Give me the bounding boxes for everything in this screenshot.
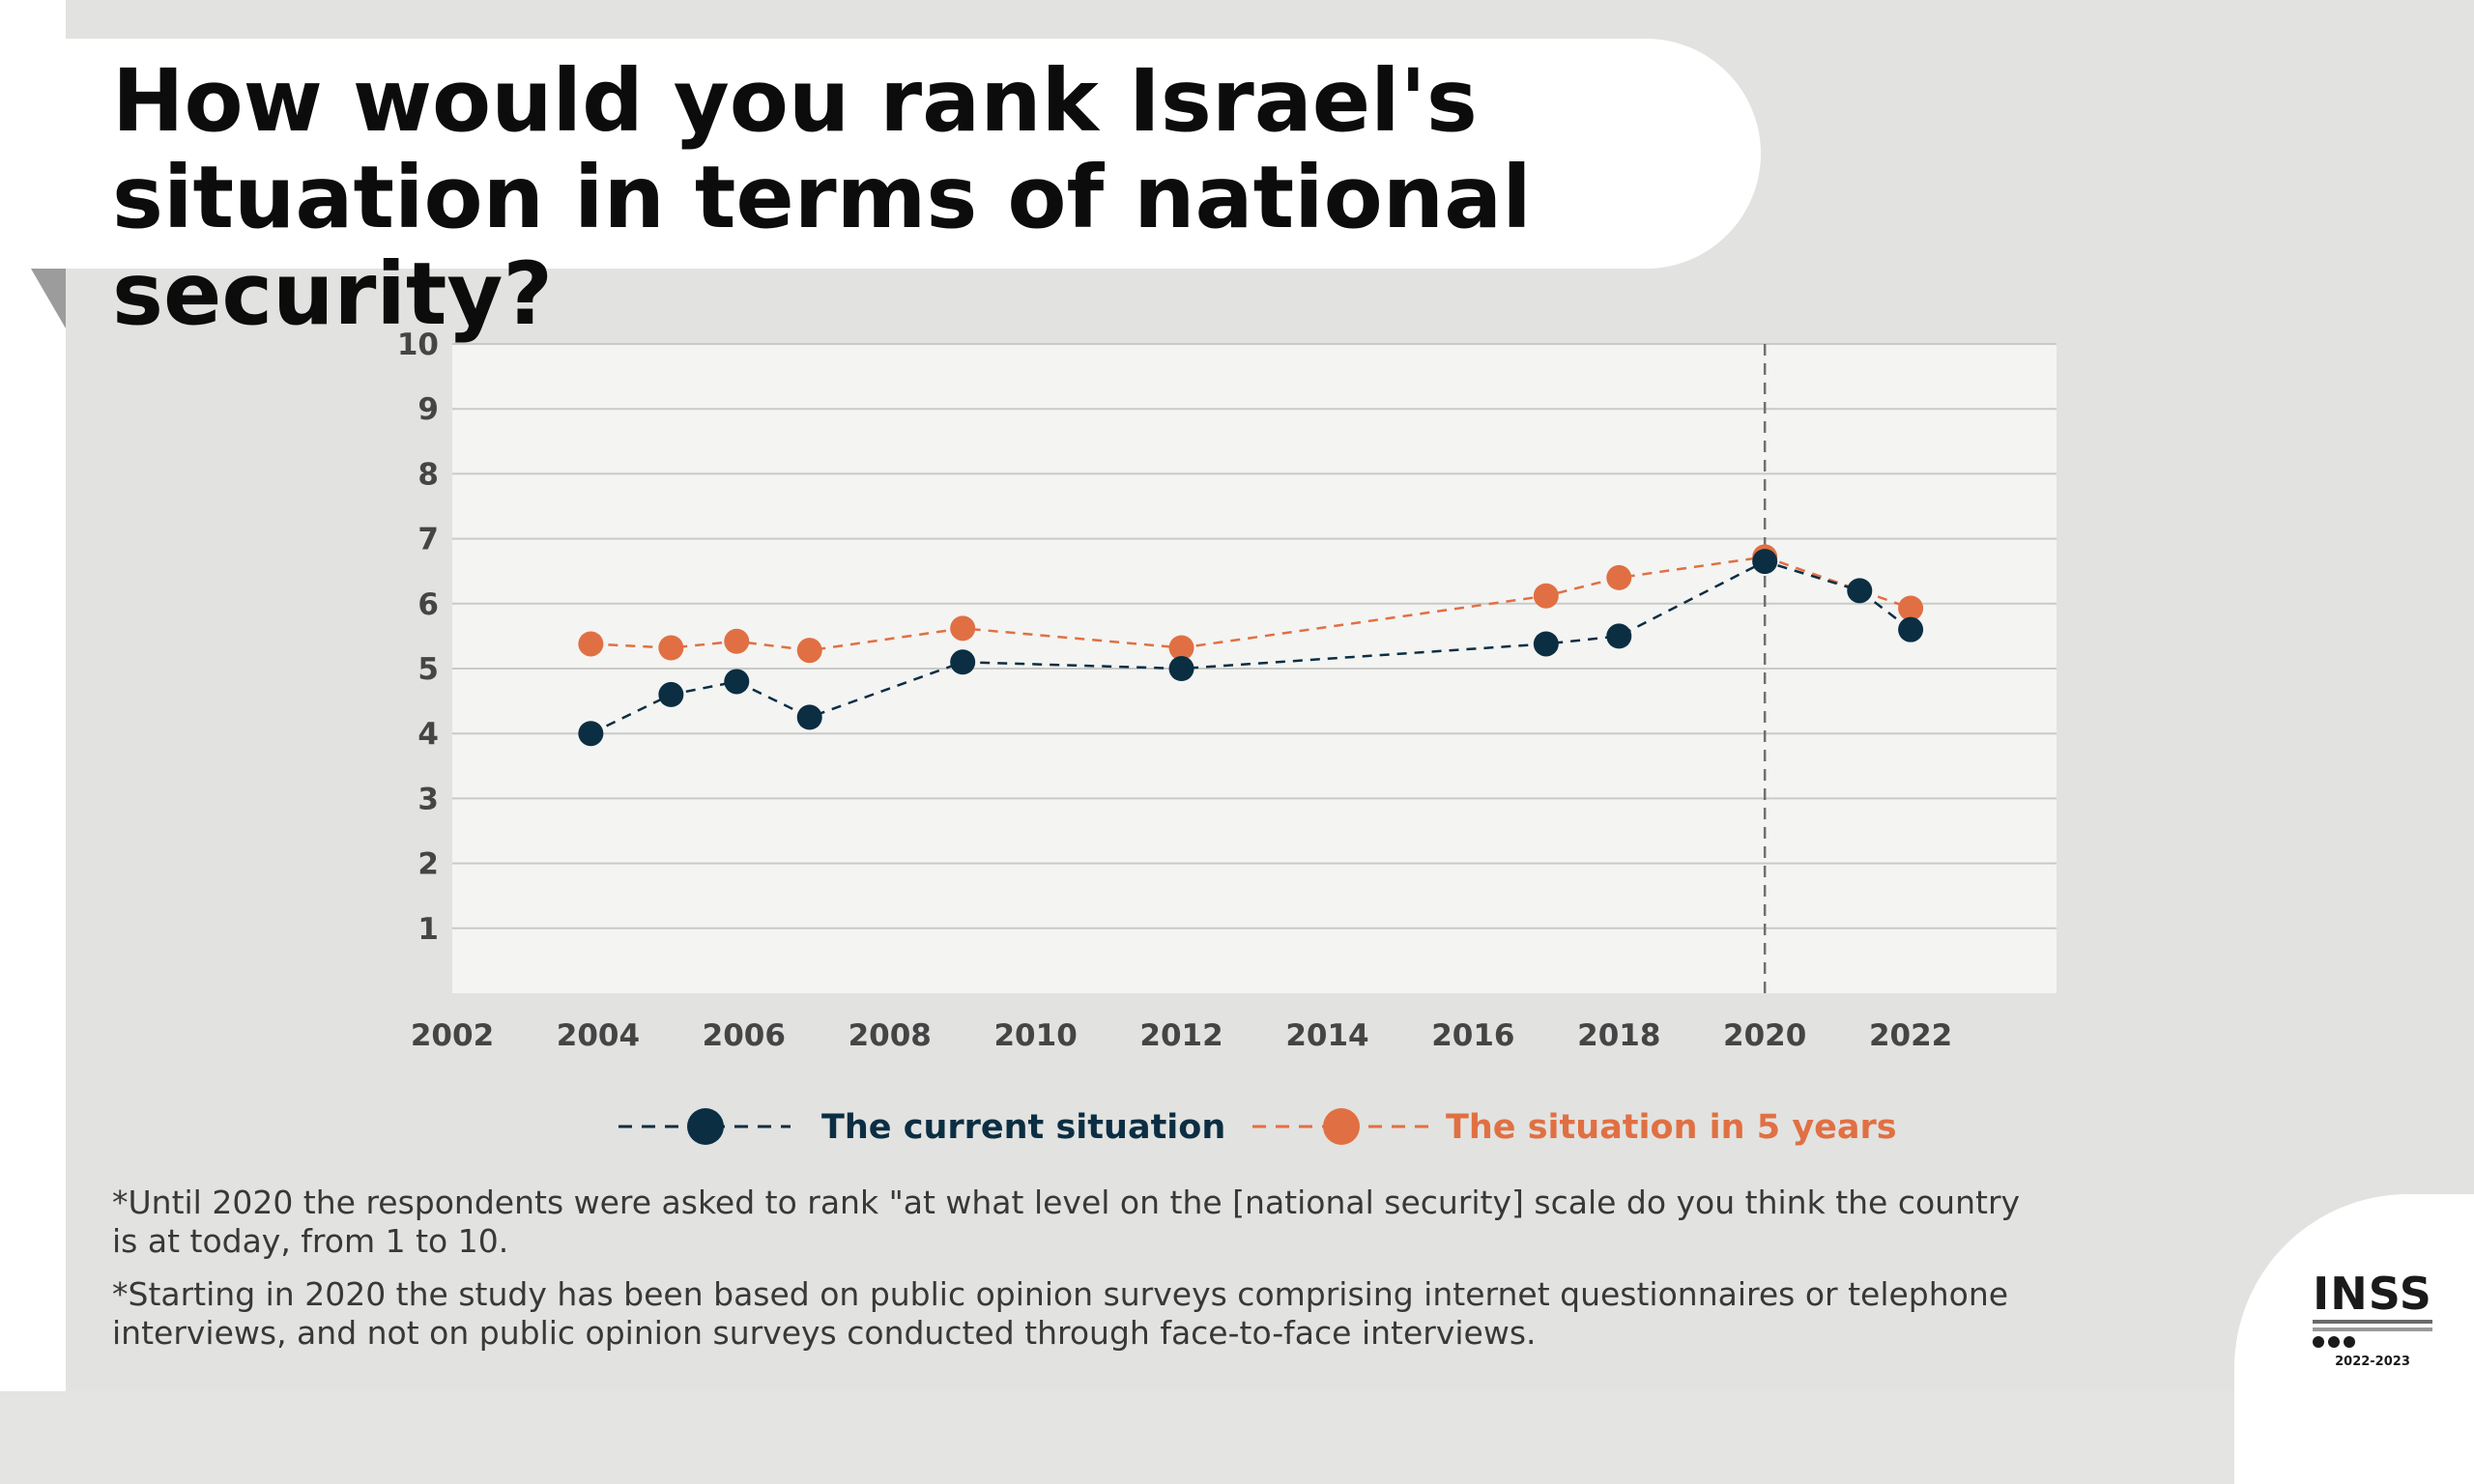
y-axis-ticks: 1 2 3 4 5 6 7 8 9 10: [397, 328, 439, 947]
legend-future-label: The situation in 5 years: [1446, 1108, 1897, 1147]
title-banner: [66, 39, 1761, 269]
data-point: [1533, 631, 1559, 657]
data-point: [724, 628, 750, 654]
y-tick-label: 5: [417, 652, 439, 687]
data-point: [1606, 623, 1632, 649]
x-tick-label: 2008: [849, 1018, 932, 1053]
y-tick-label: 10: [397, 328, 439, 362]
data-point: [950, 615, 976, 642]
series-0: [578, 549, 1924, 747]
data-point: [1898, 616, 1924, 642]
data-point: [796, 638, 822, 664]
x-tick-label: 2006: [703, 1018, 786, 1053]
y-tick-label: 7: [417, 523, 439, 557]
inss-logo: INSS: [2313, 1268, 2432, 1320]
data-point: [658, 681, 684, 707]
data-point: [1847, 578, 1873, 604]
y-tick-label: 9: [417, 392, 439, 427]
footnote-scale-question: *Until 2020 the respondents were asked t…: [112, 1184, 2021, 1260]
logo-dot: [2344, 1336, 2355, 1348]
data-point: [578, 721, 604, 747]
logo-years: 2022-2023: [2335, 1355, 2410, 1369]
data-point: [724, 669, 750, 695]
legend-current-marker: [687, 1108, 724, 1145]
legend-current-label: The current situation: [821, 1108, 1225, 1147]
x-tick-label: 2002: [411, 1018, 494, 1053]
y-tick-label: 4: [417, 717, 439, 752]
x-tick-label: 2022: [1869, 1018, 1952, 1053]
x-tick-label: 2018: [1577, 1018, 1660, 1053]
data-point: [1898, 595, 1924, 621]
y-tick-label: 2: [417, 847, 439, 882]
series-line: [590, 556, 1912, 652]
data-point: [1606, 564, 1632, 590]
data-point: [658, 635, 684, 661]
x-tick-label: 2004: [557, 1018, 640, 1053]
logo-rule-thin: [2313, 1327, 2432, 1331]
data-point: [1168, 635, 1194, 661]
data-point: [950, 649, 976, 675]
logo-dot: [2313, 1336, 2324, 1348]
gridlines: [452, 343, 2057, 929]
logo-dot: [2328, 1336, 2340, 1348]
data-point: [1752, 549, 1778, 575]
x-tick-label: 2016: [1431, 1018, 1514, 1053]
x-tick-label: 2020: [1723, 1018, 1806, 1053]
data-point: [1533, 583, 1559, 609]
left-margin: [0, 0, 66, 1391]
data-point: [1168, 656, 1194, 681]
line-chart: 1 2 3 4 5 6 7 8 9 10 2002 2004 2006 2008 2010 2012 2014…: [397, 328, 2057, 1147]
x-tick-label: 2014: [1285, 1018, 1368, 1053]
y-tick-label: 8: [417, 457, 439, 492]
y-tick-label: 1: [417, 912, 439, 947]
logo-rule: [2313, 1320, 2432, 1324]
x-tick-label: 2010: [993, 1018, 1077, 1053]
y-tick-label: 3: [417, 782, 439, 816]
series: [578, 544, 1924, 747]
footnote-methodology: *Starting in 2020 the study has been bas…: [112, 1275, 2009, 1352]
banner-pointer: [31, 269, 66, 328]
page-title: How would you rank Israel's situation in…: [112, 50, 1532, 344]
legend: The current situation The situation in 5…: [618, 1108, 1897, 1147]
data-point: [578, 631, 604, 657]
data-point: [796, 704, 822, 730]
x-tick-label: 2012: [1139, 1018, 1223, 1053]
y-tick-label: 6: [417, 587, 439, 622]
legend-future-marker: [1323, 1108, 1360, 1145]
series-line: [590, 559, 1912, 735]
x-axis-ticks: 2002 2004 2006 2008 2010 2012 2014 2016 2018 2020…: [411, 1018, 1952, 1053]
